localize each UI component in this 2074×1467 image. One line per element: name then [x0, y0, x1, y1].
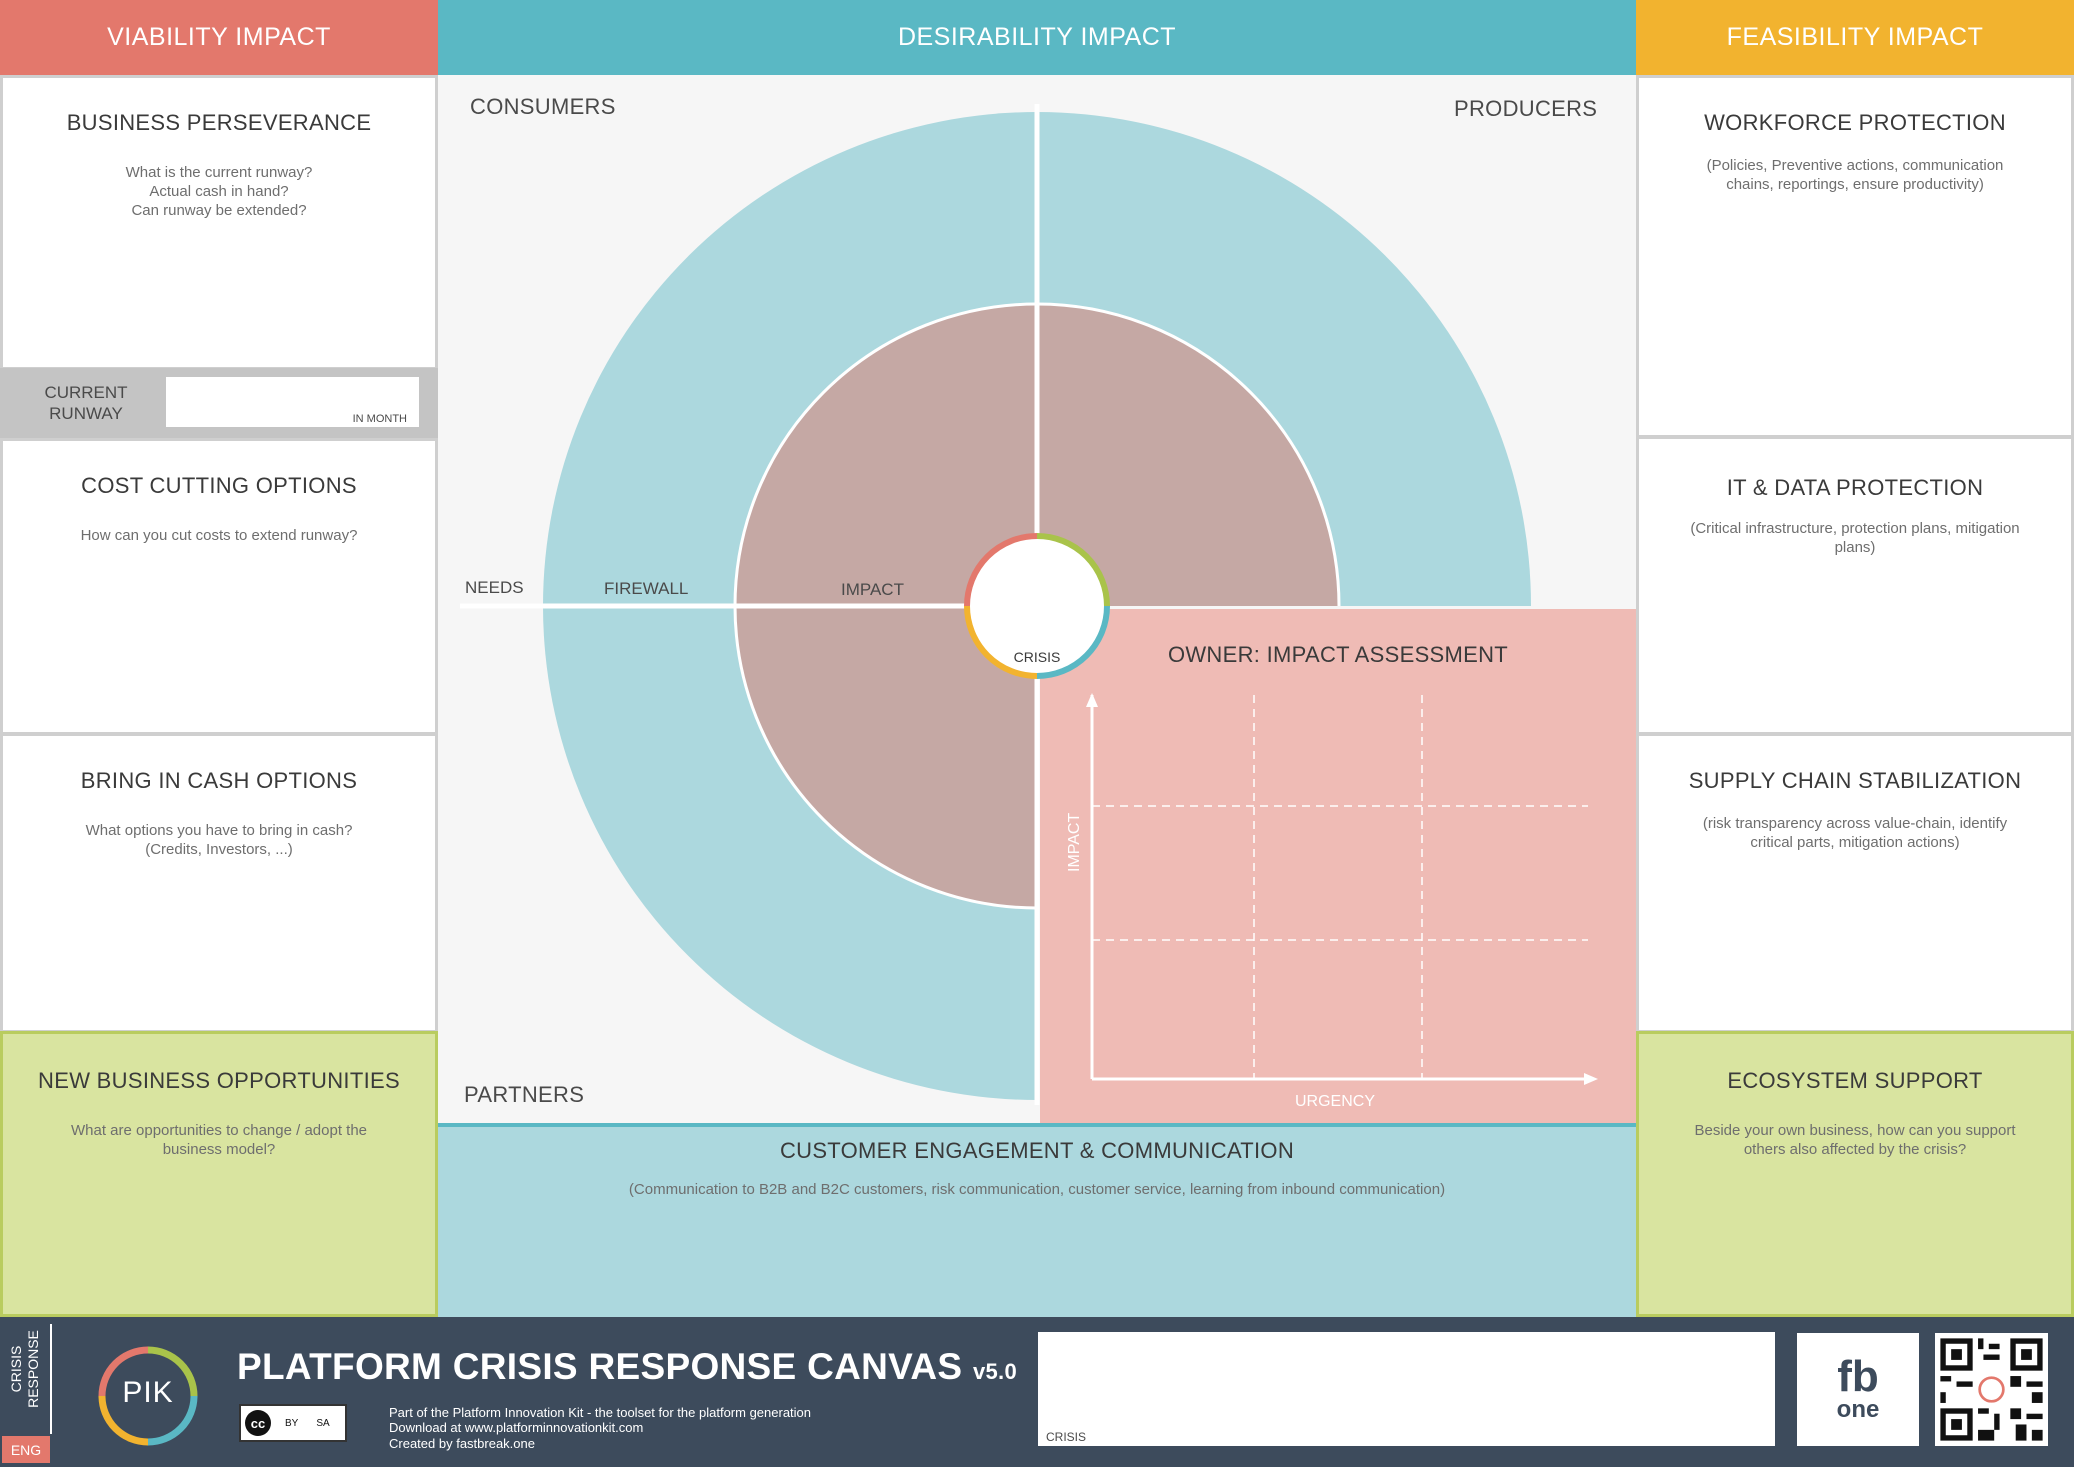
impact-assessment-panel[interactable]: OWNER: IMPACT ASSESSMENT — [1040, 609, 1636, 1123]
impact-assessment-title: OWNER: IMPACT ASSESSMENT — [1167, 642, 1509, 667]
crisis-ring-red — [964, 533, 1038, 607]
impact-label: IMPACT — [841, 580, 904, 599]
desirability-header: DESIRABILITY IMPACT — [438, 0, 1636, 75]
cc-sa-label: SA — [316, 1417, 330, 1429]
producers-impact-zone — [1037, 304, 1339, 606]
supply-chain-cell[interactable]: SUPPLY CHAIN STABILIZATION (risk transpa… — [1636, 733, 2074, 1033]
new-business-opportunities-desc: What are opportunities to change / adopt… — [70, 1122, 368, 1158]
cost-cutting-desc: How can you cut costs to extend runway? — [80, 527, 358, 544]
supply-chain-title: SUPPLY CHAIN STABILIZATION — [1688, 768, 2022, 793]
crisis-ring-orange — [964, 605, 1038, 679]
footer-info-line-2[interactable]: Download at www.platforminnovationkit.co… — [389, 1420, 644, 1435]
crisis-label: CRISIS — [1013, 649, 1061, 665]
new-business-opportunities-title: NEW BUSINESS OPPORTUNITIES — [38, 1068, 400, 1093]
fastbreak-logo-top: fb — [1837, 1351, 1879, 1401]
qr-code-pattern — [1940, 1338, 2043, 1441]
customer-engagement-desc: (Communication to B2B and B2C customers,… — [628, 1181, 1446, 1198]
cc-license-badge[interactable]: cc BY SA — [239, 1404, 347, 1442]
partners-label: PARTNERS — [464, 1082, 585, 1107]
feasibility-header: FEASIBILITY IMPACT — [1636, 0, 2074, 75]
customer-engagement-cell[interactable]: CUSTOMER ENGAGEMENT & COMMUNICATION (Com… — [438, 1123, 1636, 1317]
it-data-protection-desc: (Critical infrastructure, protection pla… — [1690, 520, 2020, 556]
bring-in-cash-cell[interactable]: BRING IN CASH OPTIONS What options you h… — [0, 733, 438, 1033]
crisis-ring-blue — [1036, 605, 1110, 679]
impact-axis-label: IMPACT — [1066, 812, 1083, 872]
canvas-title: PLATFORM CRISIS RESPONSE CANVAS v5.0 — [237, 1346, 1017, 1388]
current-runway-input[interactable]: IN MONTH — [166, 377, 419, 427]
canvas-version: v5.0 — [972, 1359, 1018, 1384]
partners-impact-zone — [735, 606, 1037, 908]
bring-in-cash-title: BRING IN CASH OPTIONS — [80, 768, 358, 793]
ecosystem-support-cell[interactable]: ECOSYSTEM SUPPORT Beside your own busine… — [1636, 1031, 2074, 1317]
language-badge[interactable]: ENG — [2, 1436, 50, 1463]
business-perseverance-desc: What is the current runway? Actual cash … — [125, 164, 313, 219]
runway-unit-label: IN MONTH — [352, 413, 407, 425]
current-runway-row: CURRENT RUNWAY IN MONTH — [0, 368, 438, 440]
pik-logo-text: PIK — [122, 1376, 174, 1409]
workforce-protection-cell[interactable]: WORKFORCE PROTECTION (Policies, Preventi… — [1636, 75, 2074, 438]
consumers-label: CONSUMERS — [470, 94, 616, 119]
crisis-description-label: CRISIS — [1046, 1430, 1087, 1444]
urgency-axis-arrow — [1584, 1073, 1598, 1085]
ecosystem-support-desc: Beside your own business, how can you su… — [1694, 1122, 2016, 1158]
it-data-protection-title: IT & DATA PROTECTION — [1726, 475, 1984, 500]
customer-engagement-title: CUSTOMER ENGAGEMENT & COMMUNICATION — [779, 1138, 1295, 1163]
bring-in-cash-desc: What options you have to bring in cash? … — [85, 822, 353, 858]
workforce-protection-desc: (Policies, Preventive actions, communica… — [1706, 157, 2004, 193]
consumers-impact-zone — [735, 304, 1037, 606]
footer-info-line-3[interactable]: Created by fastbreak.one — [389, 1436, 535, 1451]
impact-arc-line — [733, 302, 1341, 910]
fastbreak-logo: fb one — [1797, 1333, 1919, 1446]
cost-cutting-title: COST CUTTING OPTIONS — [81, 473, 357, 498]
needs-label: NEEDS — [465, 578, 524, 597]
viability-header: VIABILITY IMPACT — [0, 0, 438, 75]
impact-urgency-matrix — [1086, 693, 1598, 1085]
firewall-label: FIREWALL — [604, 579, 689, 598]
fastbreak-logo-bottom: one — [1836, 1395, 1880, 1423]
it-data-protection-cell[interactable]: IT & DATA PROTECTION (Critical infrastru… — [1636, 436, 2074, 735]
cost-cutting-cell[interactable]: COST CUTTING OPTIONS How can you cut cos… — [0, 438, 438, 735]
impact-axis-arrow — [1086, 693, 1098, 707]
pik-logo-icon — [98, 1346, 198, 1446]
business-perseverance-title: BUSINESS PERSEVERANCE — [66, 110, 372, 135]
crisis-center-circle — [964, 533, 1110, 679]
qr-code-icon[interactable] — [1935, 1333, 2048, 1446]
producers-label: PRODUCERS — [1454, 96, 1598, 121]
footer-side-divider — [50, 1324, 52, 1434]
cc-icon: cc — [245, 1410, 271, 1436]
new-business-opportunities-cell[interactable]: NEW BUSINESS OPPORTUNITIES What are oppo… — [0, 1031, 438, 1317]
crisis-response-side-label: CRISIS RESPONSE — [8, 1330, 41, 1408]
ecosystem-support-title: ECOSYSTEM SUPPORT — [1727, 1068, 1983, 1093]
supply-chain-desc: (risk transparency across value-chain, i… — [1702, 815, 2008, 851]
cc-by-label: BY — [285, 1417, 299, 1429]
crisis-ring-green — [1036, 533, 1110, 607]
canvas-title-text: PLATFORM CRISIS RESPONSE CANVAS — [237, 1346, 963, 1387]
current-runway-label: CURRENT RUNWAY — [44, 383, 128, 423]
workforce-protection-title: WORKFORCE PROTECTION — [1704, 110, 2006, 135]
footer-info-line-1: Part of the Platform Innovation Kit - th… — [389, 1405, 812, 1420]
urgency-axis-label: URGENCY — [1294, 1093, 1375, 1110]
crisis-description-box[interactable]: CRISIS — [1038, 1332, 1775, 1446]
